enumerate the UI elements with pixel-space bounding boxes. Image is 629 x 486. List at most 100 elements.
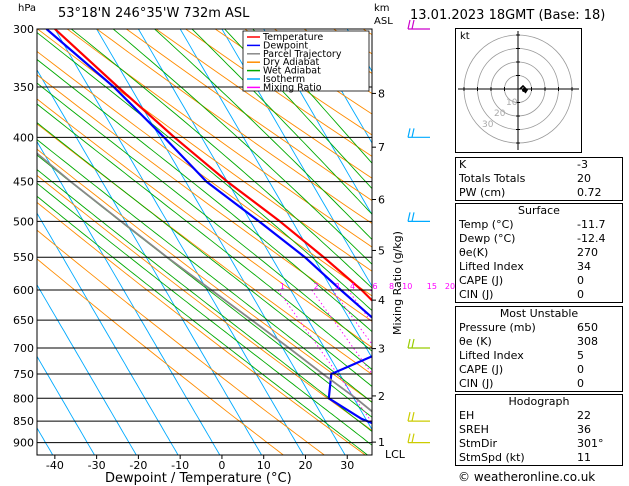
- index-label: CIN (J): [459, 288, 494, 301]
- index-label: PW (cm): [459, 186, 506, 199]
- isotherm-line: [37, 212, 179, 455]
- index-label: CAPE (J): [459, 363, 504, 376]
- wet-adiabat-line: [37, 58, 372, 333]
- isotherm-line: [96, 29, 346, 455]
- km-label: km: [374, 3, 390, 14]
- legend-box: [242, 30, 370, 92]
- mixing-ratio-line: [332, 289, 372, 346]
- index-row: EH 22: [456, 409, 623, 423]
- dry-adiabat-line: [37, 148, 372, 403]
- legend-label: Dry Adiabat: [263, 57, 320, 68]
- wind-barbs: [407, 19, 430, 444]
- index-row: CAPE (J) 0: [456, 363, 623, 377]
- series-temperature: [54, 29, 372, 302]
- index-row: CAPE (J) 0: [456, 274, 623, 288]
- mixing-ratio-label: 8: [389, 282, 394, 291]
- index-value: 20: [577, 172, 591, 185]
- dry-adiabat-line: [214, 29, 372, 136]
- datetime-title: 13.01.2023 18GMT (Base: 18): [410, 8, 606, 23]
- section-title-text: Most Unstable: [499, 307, 579, 320]
- index-label: Pressure (mb): [459, 321, 536, 334]
- index-value: 34: [577, 260, 591, 273]
- wet-adiabat-line: [37, 169, 372, 433]
- wind-barb-flag: [411, 212, 415, 222]
- km-tick-label: 3: [378, 343, 385, 356]
- pressure-tick-label: 900: [13, 437, 34, 450]
- km-tick-label: 7: [378, 141, 385, 154]
- index-row: Dewp (°C) -12.4: [456, 232, 623, 246]
- index-label: K: [459, 158, 467, 171]
- wind-barb-flag: [411, 412, 415, 422]
- x-axis-label: Dewpoint / Temperature (°C): [105, 471, 292, 486]
- index-row: Lifted Index 34: [456, 260, 623, 274]
- index-value: 270: [577, 246, 598, 259]
- wet-adiabat-line: [37, 182, 372, 446]
- temperature-tick-label: 0: [218, 459, 225, 472]
- wet-adiabat-line: [153, 29, 372, 241]
- mixing-ratio-label: 6: [372, 282, 377, 291]
- index-value: 36: [577, 423, 591, 436]
- km-tick-label: 8: [378, 87, 385, 100]
- wind-barb-flag: [411, 128, 415, 138]
- index-label: Lifted Index: [459, 260, 524, 273]
- dry-adiabat-line: [37, 201, 366, 455]
- dry-adiabat-line: [37, 258, 285, 455]
- series-parcel-trajectory: [37, 152, 372, 413]
- index-row: StmDir 301°: [456, 437, 623, 451]
- pressure-tick-label: 800: [13, 392, 34, 405]
- mixing-ratio-label: 2: [314, 282, 319, 291]
- section-title: Surface: [456, 204, 623, 219]
- temperature-tick-label: -40: [46, 459, 64, 472]
- mixing-ratio-label: 4: [350, 282, 355, 291]
- hodograph-kt-label: kt: [460, 31, 470, 42]
- section-title-text: Hodograph: [508, 395, 570, 408]
- isotherm-line: [263, 29, 372, 216]
- index-row: StmSpd (kt) 11: [456, 451, 623, 466]
- index-value: 0: [577, 288, 584, 301]
- index-value: -11.7: [577, 218, 606, 231]
- temperature-tick-label: -20: [129, 459, 147, 472]
- hodograph-ring-label: 20: [494, 109, 506, 119]
- legend-label: Isotherm: [263, 74, 305, 85]
- wet-adiabat-line: [223, 29, 372, 190]
- asl-label: ASL: [374, 16, 393, 27]
- temperature-tick-label: -10: [171, 459, 189, 472]
- dry-adiabat-line: [66, 29, 372, 248]
- hodograph-trace: [519, 84, 529, 94]
- pressure-tick-label: 350: [13, 81, 34, 94]
- wind-barb-flag: [407, 412, 411, 422]
- legend-label: Temperature: [262, 32, 323, 43]
- temperature-tick-label: 20: [298, 459, 312, 472]
- isotherm-line: [137, 29, 372, 431]
- wet-adiabat-line: [70, 29, 372, 289]
- wet-adiabat-line: [37, 122, 372, 388]
- index-row: θe (K) 308: [456, 335, 623, 349]
- index-value: 0.72: [577, 186, 602, 199]
- index-row: SREH 36: [456, 423, 623, 437]
- dry-adiabat-line: [37, 229, 326, 455]
- index-value: 5: [577, 349, 584, 362]
- wet-adiabat-line: [37, 138, 372, 403]
- index-label: CAPE (J): [459, 274, 504, 287]
- wet-adiabat-line: [191, 29, 372, 215]
- index-row: CIN (J) 0: [456, 377, 623, 392]
- wind-barb-flag: [407, 19, 411, 30]
- wet-adiabat-line: [37, 195, 369, 455]
- mixing-ratio-label: 1: [280, 282, 285, 291]
- wet-adiabat-line: [112, 29, 372, 265]
- km-tick-label: 4: [378, 294, 385, 307]
- index-value: 22: [577, 409, 591, 422]
- section-title: Hodograph: [456, 395, 623, 410]
- legend-label: Mixing Ratio: [263, 82, 322, 93]
- index-row: K -3: [456, 158, 623, 173]
- hodograph-ring-label: 30: [482, 120, 494, 130]
- axis-layer: 1234681015202530035040045050055060065070…: [13, 23, 469, 472]
- series-dewpoint: [45, 29, 372, 425]
- isotherm-line: [37, 140, 221, 455]
- pressure-tick-label: 300: [13, 23, 34, 36]
- pressure-tick-label: 450: [13, 176, 34, 189]
- wet-adiabat-line: [37, 154, 372, 418]
- hodograph-table: Hodograph EH 22 SREH 36 StmDir 301° StmSpd (kt)…: [455, 394, 623, 466]
